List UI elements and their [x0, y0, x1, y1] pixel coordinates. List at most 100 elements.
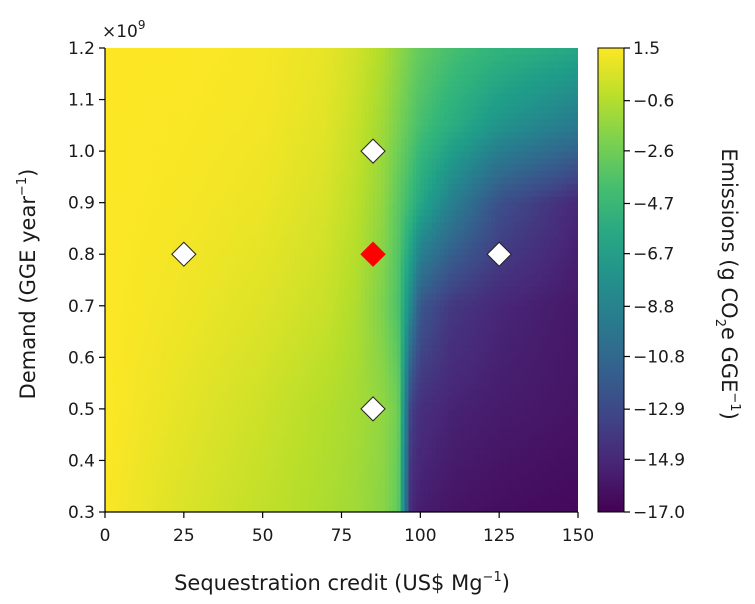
heatmap-cell [136, 344, 142, 352]
heatmap-cell [286, 505, 291, 512]
heatmap-cell [274, 344, 280, 352]
heatmap-cell [172, 447, 177, 455]
heatmap-cell [396, 299, 402, 307]
heatmap-cell [463, 428, 469, 436]
heatmap-cell [168, 338, 173, 346]
heatmap-cell [172, 286, 177, 294]
heatmap-cell [298, 241, 303, 249]
heatmap-cell [270, 344, 276, 352]
heatmap-cell [495, 383, 500, 391]
heatmap-cell [203, 325, 209, 333]
heatmap-cell [396, 260, 402, 268]
heatmap-cell [440, 247, 445, 255]
heatmap-cell [124, 466, 130, 474]
heatmap-cell [203, 357, 209, 365]
heatmap-cell [207, 247, 213, 255]
heatmap-cell [313, 415, 319, 423]
heatmap-cell [290, 260, 295, 268]
heatmap-cell [144, 267, 149, 275]
heatmap-cell [246, 273, 252, 281]
heatmap-cell [294, 421, 299, 429]
heatmap-cell [250, 415, 256, 423]
heatmap-cell [144, 486, 149, 494]
heatmap-cell [258, 247, 264, 255]
heatmap-cell [207, 312, 213, 320]
heatmap-cell [353, 454, 358, 462]
heatmap-cell [443, 363, 449, 371]
heatmap-cell [215, 350, 220, 358]
heatmap-cell [404, 454, 410, 462]
heatmap-cell [112, 421, 118, 429]
heatmap-cell [503, 325, 508, 333]
heatmap-cell [144, 499, 149, 507]
heatmap-cell [223, 286, 228, 294]
heatmap-cell [570, 434, 575, 442]
heatmap-cell [526, 292, 532, 300]
heatmap-cell [526, 396, 532, 404]
heatmap-cell [475, 357, 481, 365]
heatmap-cell [254, 492, 260, 500]
heatmap-cell [172, 454, 177, 462]
heatmap-cell [380, 402, 386, 410]
heatmap-cell [195, 350, 201, 358]
heatmap-cell [302, 305, 307, 313]
heatmap-cell [455, 428, 461, 436]
heatmap-cell [467, 370, 473, 378]
heatmap-cell [416, 441, 421, 449]
heatmap-cell [467, 273, 473, 281]
heatmap-cell [463, 486, 469, 494]
heatmap-cell [384, 286, 390, 294]
heatmap-cell [499, 318, 504, 326]
heatmap-cell [290, 292, 295, 300]
heatmap-cell [471, 325, 477, 333]
heatmap-cell [290, 499, 295, 507]
heatmap-cell [459, 479, 465, 487]
heatmap-cell [428, 376, 433, 384]
heatmap-cell [443, 280, 449, 288]
heatmap-cell [302, 383, 307, 391]
heatmap-cell [168, 305, 173, 313]
heatmap-cell [140, 260, 146, 268]
heatmap-cell [124, 486, 130, 494]
heatmap-cell [227, 331, 232, 339]
heatmap-cell [239, 454, 244, 462]
heatmap-cell [440, 428, 445, 436]
heatmap-cell [412, 312, 417, 320]
heatmap-cell [199, 318, 205, 326]
heatmap-cell [148, 312, 153, 320]
heatmap-cell [408, 318, 414, 326]
heatmap-cell [574, 454, 578, 462]
heatmap-cell [112, 280, 118, 288]
heatmap-cell [384, 428, 390, 436]
heatmap-cell [254, 473, 260, 481]
heatmap-cell [258, 318, 264, 326]
heatmap-cell [124, 305, 130, 313]
heatmap-cell [262, 376, 268, 384]
heatmap-cell [392, 499, 398, 507]
heatmap-cell [337, 305, 343, 313]
heatmap-cell [530, 357, 536, 365]
heatmap-cell [120, 344, 126, 352]
heatmap-cell [108, 466, 114, 474]
heatmap-cell [144, 460, 149, 468]
heatmap-cell [290, 479, 295, 487]
heatmap-cell [302, 473, 307, 481]
heatmap-cell [412, 247, 417, 255]
heatmap-cell [333, 486, 339, 494]
heatmap-cell [487, 421, 492, 429]
heatmap-cell [207, 273, 213, 281]
heatmap-cell [290, 325, 295, 333]
heatmap-cell [384, 331, 390, 339]
heatmap-cell [278, 254, 283, 262]
heatmap-cell [376, 479, 382, 487]
heatmap-cell [215, 441, 220, 449]
heatmap-cell [187, 357, 193, 365]
heatmap-cell [179, 441, 185, 449]
heatmap-cell [274, 305, 280, 313]
heatmap-cell [199, 312, 205, 320]
heatmap-cell [309, 454, 315, 462]
heatmap-cell [282, 492, 287, 500]
heatmap-cell [440, 305, 445, 313]
heatmap-cell [298, 280, 303, 288]
heatmap-cell [522, 479, 528, 487]
